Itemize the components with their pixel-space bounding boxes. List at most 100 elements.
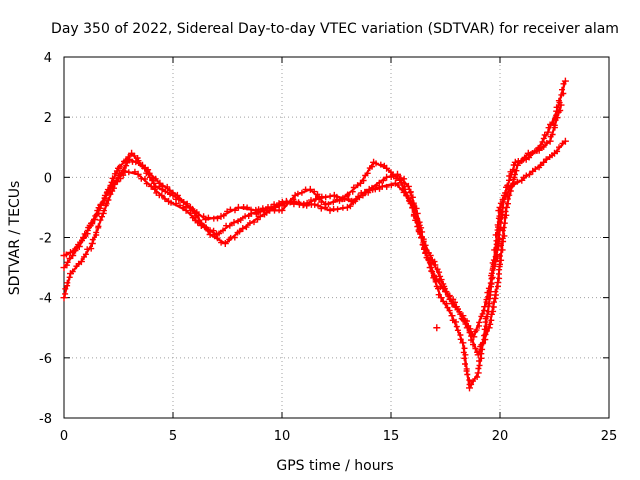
data-point-fill (409, 194, 416, 201)
data-point-fill (422, 242, 429, 249)
data-point-fill (539, 138, 546, 145)
data-point-fill (526, 154, 533, 161)
data-point-fill (488, 270, 495, 277)
data-point-fill (549, 131, 556, 138)
data-point-fill (540, 143, 547, 150)
data-point-fill (187, 210, 194, 216)
data-point-fill (511, 171, 518, 178)
data-point-fill (403, 192, 410, 199)
data-point-fill (537, 162, 544, 169)
data-point-fill (488, 311, 495, 318)
data-point-fill (327, 193, 334, 200)
data-point (147, 182, 155, 190)
data-point-fill (355, 193, 362, 200)
data-point-fill (492, 288, 499, 295)
data-point-fill (334, 206, 341, 213)
data-point-fill (93, 229, 100, 236)
chart-title: Day 350 of 2022, Sidereal Day-to-day VTE… (51, 21, 619, 37)
data-point-fill (295, 199, 302, 206)
outlier-point (433, 324, 441, 332)
data-point-fill (146, 170, 153, 177)
data-point-fill (189, 205, 196, 212)
x-axis: 0 5 10 15 20 25 (60, 57, 617, 444)
data-point-fill (314, 191, 321, 198)
data-point-fill (100, 207, 107, 214)
data-point-fill (168, 199, 174, 206)
data-point-fill (117, 175, 124, 182)
data-point-fill (364, 170, 371, 177)
data-point-fill (84, 230, 91, 237)
data-point-fill (318, 205, 325, 212)
data-point-fill (559, 86, 565, 93)
data-point-fill (125, 154, 132, 160)
data-point (239, 225, 247, 232)
data-point-fill (281, 203, 288, 210)
data-point-fill (395, 182, 402, 188)
data-point-fill (487, 280, 494, 287)
data-point-fill (77, 239, 84, 246)
data-point-fill (462, 361, 468, 367)
data-point (540, 158, 548, 166)
data-point-fill (556, 144, 562, 151)
data-point (230, 219, 238, 226)
data-point-fill (543, 156, 550, 163)
data-point-fill (101, 195, 108, 201)
data-point-fill (494, 247, 501, 254)
data-point-fill (287, 199, 293, 206)
data-point-fill (63, 251, 70, 258)
data-point-fill (476, 319, 483, 326)
data-point-fill (414, 223, 421, 230)
data-point-fill (560, 90, 567, 97)
data-point (437, 294, 445, 302)
y-tick-label: -2 (39, 232, 52, 247)
data-point (448, 300, 456, 308)
data-point (256, 212, 264, 220)
x-tick-label: 5 (169, 429, 177, 444)
data-point (173, 191, 181, 199)
data-point-fill (349, 188, 356, 195)
data-point-fill (316, 194, 322, 201)
data-point-fill (88, 220, 94, 227)
data-point-fill (159, 183, 166, 189)
data-point-fill (62, 285, 69, 292)
data-point-fill (205, 214, 212, 221)
data-point-fill (143, 180, 150, 187)
data-point-fill (105, 197, 112, 203)
data-point (357, 179, 364, 187)
y-axis: -8 -6 -4 -2 0 2 4 (39, 51, 609, 427)
data-point-fill (220, 227, 226, 234)
data-point-fill (453, 318, 459, 325)
data-point-fill (506, 173, 513, 179)
data-point (278, 206, 286, 214)
data-point-fill (473, 327, 480, 334)
data-point-fill (236, 228, 243, 235)
data-point-fill (99, 213, 105, 220)
data-point-fill (161, 195, 168, 202)
x-tick-label: 20 (492, 429, 509, 444)
data-point-fill (194, 219, 201, 226)
data-point-fill (454, 327, 461, 334)
data-point-fill (501, 232, 508, 239)
data-point (459, 312, 467, 320)
data-point (466, 384, 473, 392)
data-point-fill (428, 264, 435, 271)
data-point (300, 200, 308, 208)
data-point-fill (162, 188, 169, 195)
data-point (306, 185, 314, 193)
data-point-fill (218, 239, 225, 246)
data-point (348, 197, 356, 205)
data-point-fill (527, 151, 534, 158)
y-axis-label: SDTVAR / TECUs (7, 181, 23, 296)
data-point-fill (116, 163, 123, 170)
data-point-fill (547, 121, 554, 128)
data-point-fill (360, 177, 367, 184)
data-point-fill (152, 175, 159, 182)
data-point-fill (409, 204, 416, 211)
data-point-fill (114, 178, 121, 185)
data-point-fill (246, 220, 253, 226)
data-point-fill (88, 245, 95, 252)
data-point-fill (441, 285, 448, 292)
data-point-fill (158, 192, 165, 199)
data-point-fill (125, 169, 132, 176)
